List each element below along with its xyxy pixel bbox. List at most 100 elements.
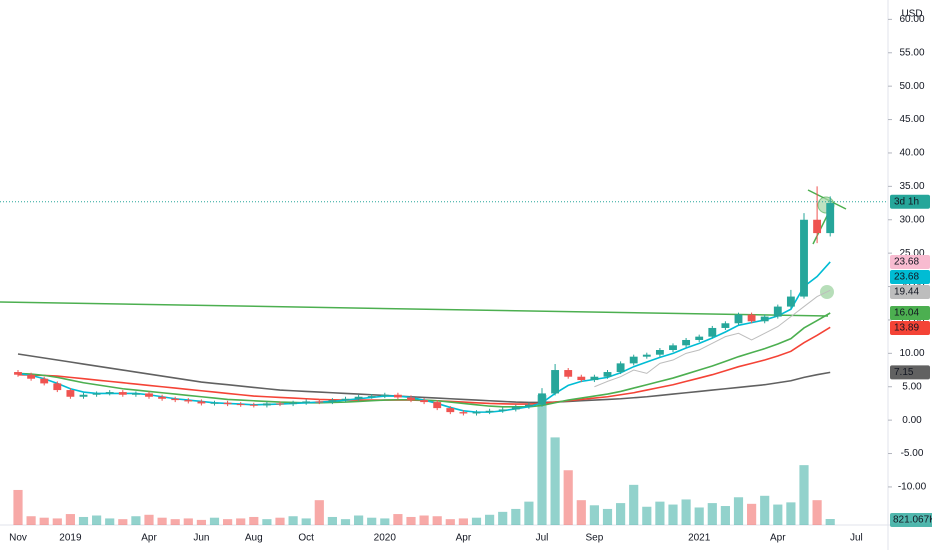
- volume-bar: [170, 519, 180, 525]
- candle-body: [367, 396, 376, 398]
- volume-bar: [432, 516, 442, 525]
- price-badge: [890, 320, 930, 335]
- volume-bar: [196, 519, 206, 525]
- volume-bar: [209, 517, 220, 525]
- candle-body: [249, 404, 258, 406]
- volume-bar: [576, 500, 586, 525]
- price-badge: [890, 305, 930, 320]
- volume-bar: [26, 516, 36, 525]
- x-tick-label: 2019: [59, 533, 82, 544]
- candle-body: [472, 412, 481, 414]
- y-tick-label: 5.00: [902, 381, 922, 392]
- volume-bar: [183, 518, 193, 525]
- x-tick-label: Apr: [141, 533, 157, 544]
- price-badge-label: 13.89: [894, 323, 919, 334]
- candle-body: [721, 323, 730, 328]
- volume-bar: [616, 503, 626, 525]
- candle-body: [14, 372, 22, 375]
- candle-body: [27, 374, 36, 379]
- x-tick-label: Jun: [193, 533, 209, 544]
- candle-body: [420, 400, 429, 403]
- volume-bar: [550, 437, 560, 525]
- volume-bar: [589, 505, 599, 525]
- volume-bar: [105, 518, 115, 525]
- volume-bar: [799, 465, 809, 525]
- volume-bar: [52, 518, 62, 525]
- y-tick-label: 55.00: [899, 47, 924, 58]
- volume-bar: [681, 499, 691, 525]
- candle-body: [40, 378, 49, 384]
- volume-bar: [327, 516, 337, 525]
- x-tick-label: 2021: [688, 533, 711, 544]
- volume-bar: [563, 470, 573, 525]
- x-tick-label: Jul: [536, 533, 549, 544]
- candle-body: [302, 401, 311, 403]
- candle-body: [197, 401, 206, 404]
- candle-body: [79, 394, 88, 397]
- volume-bar: [65, 514, 75, 525]
- volume-bar: [445, 519, 455, 525]
- candle-body: [407, 397, 415, 401]
- price-badge: [890, 194, 930, 209]
- candle-body: [800, 219, 808, 297]
- indicator-line: [17, 353, 831, 404]
- volume-bar: [786, 502, 796, 525]
- candle-body: [577, 376, 586, 381]
- candle-body: [485, 410, 494, 413]
- candle-body: [708, 327, 717, 337]
- candle-body: [262, 403, 271, 406]
- candle-body: [145, 393, 153, 397]
- candle-body: [276, 403, 284, 405]
- volume-bar: [406, 516, 416, 525]
- candle-body: [786, 296, 795, 307]
- price-badge-label: 7.15: [894, 367, 914, 378]
- volume-bar: [747, 503, 757, 525]
- candle-body: [315, 401, 324, 403]
- volume-bar: [720, 506, 730, 525]
- volume-bar: [812, 500, 822, 525]
- candle-body: [433, 402, 442, 409]
- volume-bar: [694, 507, 704, 525]
- volume-bar: [157, 517, 167, 525]
- candle-body: [158, 396, 167, 399]
- candle-body: [773, 306, 782, 317]
- volume-bar: [262, 519, 272, 525]
- volume-bar: [537, 395, 547, 525]
- candle-body: [826, 203, 835, 234]
- candle-body: [223, 402, 232, 405]
- candle-body: [171, 398, 180, 401]
- volume-bar: [118, 519, 128, 525]
- volume-badge-label: 821.067K: [893, 515, 932, 526]
- price-badge: [890, 365, 930, 380]
- candle-body: [393, 394, 402, 398]
- candle-body: [184, 400, 193, 402]
- volume-pane: [13, 395, 835, 525]
- y-tick-label: 40.00: [899, 148, 924, 159]
- candle-body: [380, 394, 389, 397]
- volume-bar: [92, 515, 102, 525]
- volume-bar: [655, 501, 665, 525]
- x-tick-label: 2020: [374, 533, 397, 544]
- x-tick-label: Aug: [245, 533, 263, 544]
- candle-body: [616, 363, 625, 373]
- volume-bar: [760, 495, 770, 525]
- volume-bar: [367, 517, 377, 525]
- volume-bar: [354, 515, 364, 525]
- y-tick-label: 25.00: [899, 248, 924, 259]
- volume-bar: [275, 517, 285, 525]
- candle-body: [590, 376, 599, 381]
- volume-bar: [602, 508, 613, 525]
- candle-body: [747, 314, 756, 322]
- candle-body: [603, 372, 612, 377]
- y-tick-label: 15.00: [899, 315, 924, 326]
- candle-body: [66, 390, 75, 397]
- candle-body: [564, 370, 573, 377]
- trend-line: [0, 301, 829, 317]
- volume-bar: [131, 516, 141, 525]
- volume-bar: [144, 514, 154, 525]
- candle-body: [446, 408, 455, 413]
- price-badge-label: 3d 1h: [894, 196, 919, 207]
- volume-bar: [524, 501, 534, 525]
